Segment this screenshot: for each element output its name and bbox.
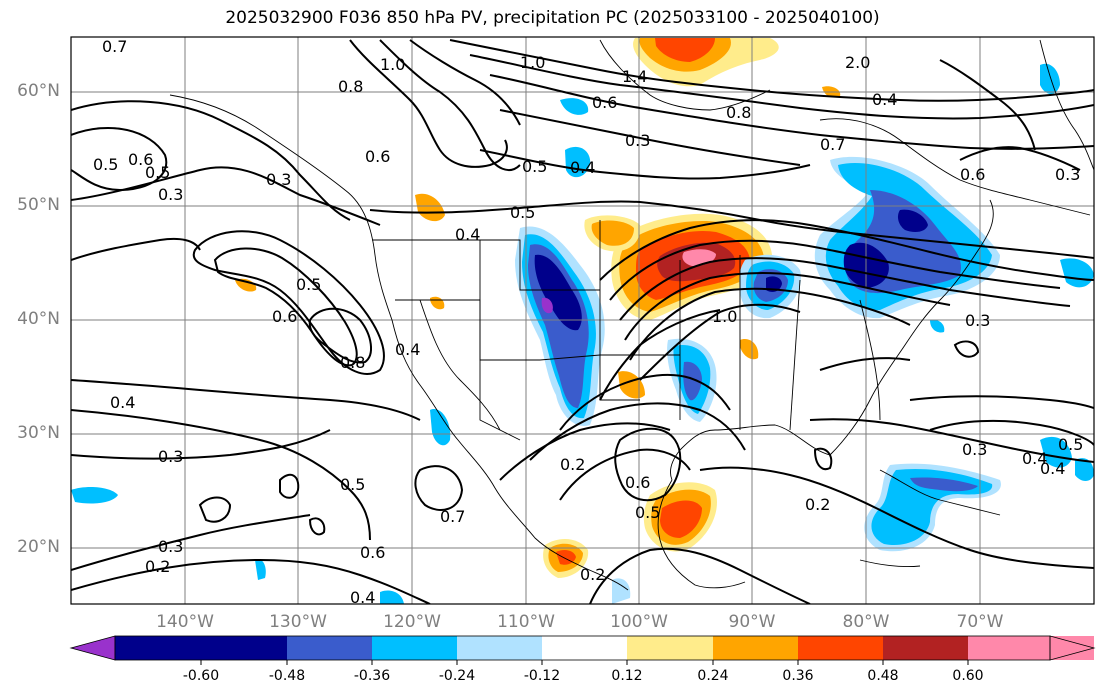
map-title: 2025032900 F036 850 hPa PV, precipitatio… xyxy=(225,8,880,28)
contour-label: 2.0 xyxy=(845,53,870,72)
lat-label: 60°N xyxy=(17,81,60,101)
contour-label: 0.5 xyxy=(635,503,660,522)
colorbar-outline xyxy=(114,635,1051,661)
contour-label: 0.3 xyxy=(625,131,650,150)
colorbar xyxy=(69,635,1096,665)
contour-label: 0.8 xyxy=(338,77,363,96)
contour-label: 0.3 xyxy=(965,311,990,330)
graticule xyxy=(71,37,1094,604)
contour-label: 0.7 xyxy=(440,507,465,526)
colorbar-swatch xyxy=(457,636,542,660)
precipitation-shading xyxy=(71,38,1094,604)
contour-label: 0.4 xyxy=(1040,459,1065,478)
contour-label: 0.6 xyxy=(592,93,617,112)
colorbar-swatch xyxy=(713,636,798,660)
contour-label: 0.4 xyxy=(1022,449,1047,468)
contour-label: 0.6 xyxy=(365,147,390,166)
contour-label: 1.0 xyxy=(380,55,405,74)
lat-label: 30°N xyxy=(17,423,60,443)
contour-label: 0.3 xyxy=(158,185,183,204)
contour-label: 0.8 xyxy=(340,353,365,372)
lon-label: 70°W xyxy=(956,612,1004,632)
colorbar-tick-label: 0.24 xyxy=(697,668,729,684)
contour-label: 0.5 xyxy=(1058,435,1083,454)
contour-labels: 0.7 0.6 0.5 0.3 0.8 1.0 0.6 0.5 0.4 0.3 … xyxy=(93,37,1083,607)
contour-label: 0.3 xyxy=(1055,165,1080,184)
lon-label: 140°W xyxy=(156,612,214,632)
colorbar-swatch xyxy=(372,636,457,660)
colorbar-swatch xyxy=(287,636,372,660)
contour-label: 0.5 xyxy=(510,203,535,222)
contour-label: 0.4 xyxy=(110,393,135,412)
lat-label: 40°N xyxy=(17,309,60,329)
colorbar-tick-label: -0.60 xyxy=(182,668,220,684)
colorbar-swatch xyxy=(627,636,713,660)
contour-label: 0.2 xyxy=(145,557,170,576)
contour-label: 0.6 xyxy=(360,543,385,562)
contour-label: 0.3 xyxy=(158,537,183,556)
map-frame xyxy=(70,36,1095,605)
lon-label: 110°W xyxy=(497,612,555,632)
lon-label: 120°W xyxy=(383,612,441,632)
contour-label: 0.6 xyxy=(625,473,650,492)
contour-label: 0.4 xyxy=(455,225,480,244)
contour-label: 0.2 xyxy=(580,565,605,584)
contour-label: 0.4 xyxy=(872,90,897,109)
contour-label: 0.7 xyxy=(820,135,845,154)
contour-label: 0.8 xyxy=(726,103,751,122)
lon-label: 130°W xyxy=(269,612,327,632)
contour-label: 0.6 xyxy=(272,307,297,326)
colorbar-tick-label: -0.36 xyxy=(353,668,391,684)
pv-contours xyxy=(71,39,1094,604)
contour-label: 0.5 xyxy=(340,475,365,494)
colorbar-tick-label: -0.24 xyxy=(438,668,476,684)
contour-label: 0.5 xyxy=(145,163,170,182)
contour-label: 1.4 xyxy=(622,67,647,86)
colorbar-tick-label: 0.60 xyxy=(952,668,984,684)
lat-label: 20°N xyxy=(17,537,60,557)
contour-label: 1.0 xyxy=(712,307,737,326)
colorbar-swatch xyxy=(798,636,883,660)
colorbar-tick-label: 0.12 xyxy=(611,668,643,684)
colorbar-swatch xyxy=(883,636,968,660)
contour-label: 0.5 xyxy=(93,155,118,174)
colorbar-tick-label: -0.48 xyxy=(268,668,306,684)
contour-label: 0.3 xyxy=(266,170,291,189)
lon-label: 100°W xyxy=(610,612,668,632)
contour-label: 0.6 xyxy=(960,165,985,184)
lon-label: 90°W xyxy=(728,612,776,632)
contour-label: 1.0 xyxy=(520,53,545,72)
colorbar-swatch xyxy=(115,636,201,660)
colorbar-tick-label: 0.48 xyxy=(867,668,899,684)
colorbar-tick-label: -0.12 xyxy=(523,668,561,684)
contour-label: 0.6 xyxy=(128,150,153,169)
contour-label: 0.4 xyxy=(350,588,375,607)
lat-label: 50°N xyxy=(17,195,60,215)
colorbar-swatch xyxy=(542,636,627,660)
colorbar-tick-label: 0.36 xyxy=(782,668,814,684)
colorbar-swatch xyxy=(201,636,287,660)
contour-label: 0.5 xyxy=(296,275,321,294)
contour-label: 0.3 xyxy=(158,447,183,466)
contour-label: 0.4 xyxy=(395,340,420,359)
contour-label: 0.4 xyxy=(570,158,595,177)
colorbar-extend-min xyxy=(69,635,116,661)
lon-label: 80°W xyxy=(842,612,890,632)
contour-label: 0.2 xyxy=(805,495,830,514)
contour-label: 0.7 xyxy=(102,37,127,56)
contour-label: 0.3 xyxy=(962,440,987,459)
contour-label: 0.2 xyxy=(560,455,585,474)
contour-label: 0.5 xyxy=(522,157,547,176)
